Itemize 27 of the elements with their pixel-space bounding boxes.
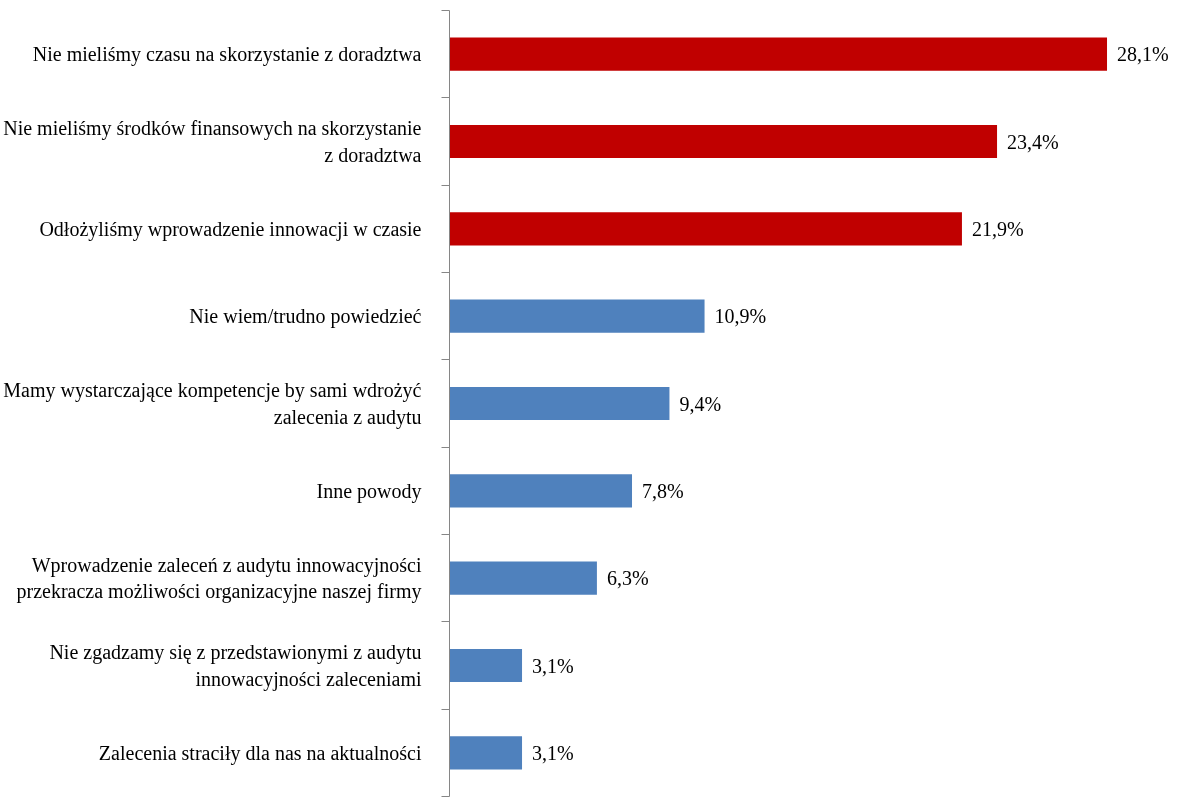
bar xyxy=(449,648,523,683)
y-tick-label: Wprowadzenie zaleceń z audytu innowacyjności przekracza możliwości organizacyjne naszej firmy xyxy=(16,553,422,604)
y-tick-label: Odłożyliśmy wprowadzenie innowacji w czasie xyxy=(39,217,422,241)
bar xyxy=(449,474,633,508)
bar xyxy=(449,37,1108,71)
data-label: 28,1% xyxy=(1117,43,1169,66)
data-label: 6,3% xyxy=(606,567,649,590)
bar xyxy=(449,212,962,246)
bar xyxy=(449,736,523,770)
data-label: 9,4% xyxy=(679,392,722,415)
y-tick-label: Nie zgadzamy się z przedstawionymi z audytu innowacyjności zaleceniami xyxy=(49,641,422,691)
data-label: 10,9% xyxy=(714,305,767,328)
data-label: 3,1% xyxy=(532,741,574,764)
data-label: 21,9% xyxy=(971,217,1024,240)
data-label: 23,4% xyxy=(1007,130,1059,153)
bar xyxy=(449,124,998,159)
y-tick-label: Nie wiem/trudno powiedzieć xyxy=(189,305,422,329)
y-tick-label: Nie mieliśmy środków finansowych na skorzystanie z doradztwa xyxy=(3,117,422,166)
bar xyxy=(449,561,597,595)
y-tick-label: Mamy wystarczające kompetencje by sami wdrożyć zalecenia z audytu xyxy=(3,379,422,429)
bar xyxy=(449,299,705,333)
y-tick-label: Nie mieliśmy czasu na skorzystanie z doradztwa xyxy=(32,43,422,67)
data-label: 3,1% xyxy=(532,654,574,677)
y-tick-label: Zalecenia straciły dla nas na aktualności xyxy=(98,741,422,765)
y-tick-label: Inne powody xyxy=(316,479,422,503)
data-label: 7,8% xyxy=(642,479,684,502)
bar xyxy=(449,386,670,421)
